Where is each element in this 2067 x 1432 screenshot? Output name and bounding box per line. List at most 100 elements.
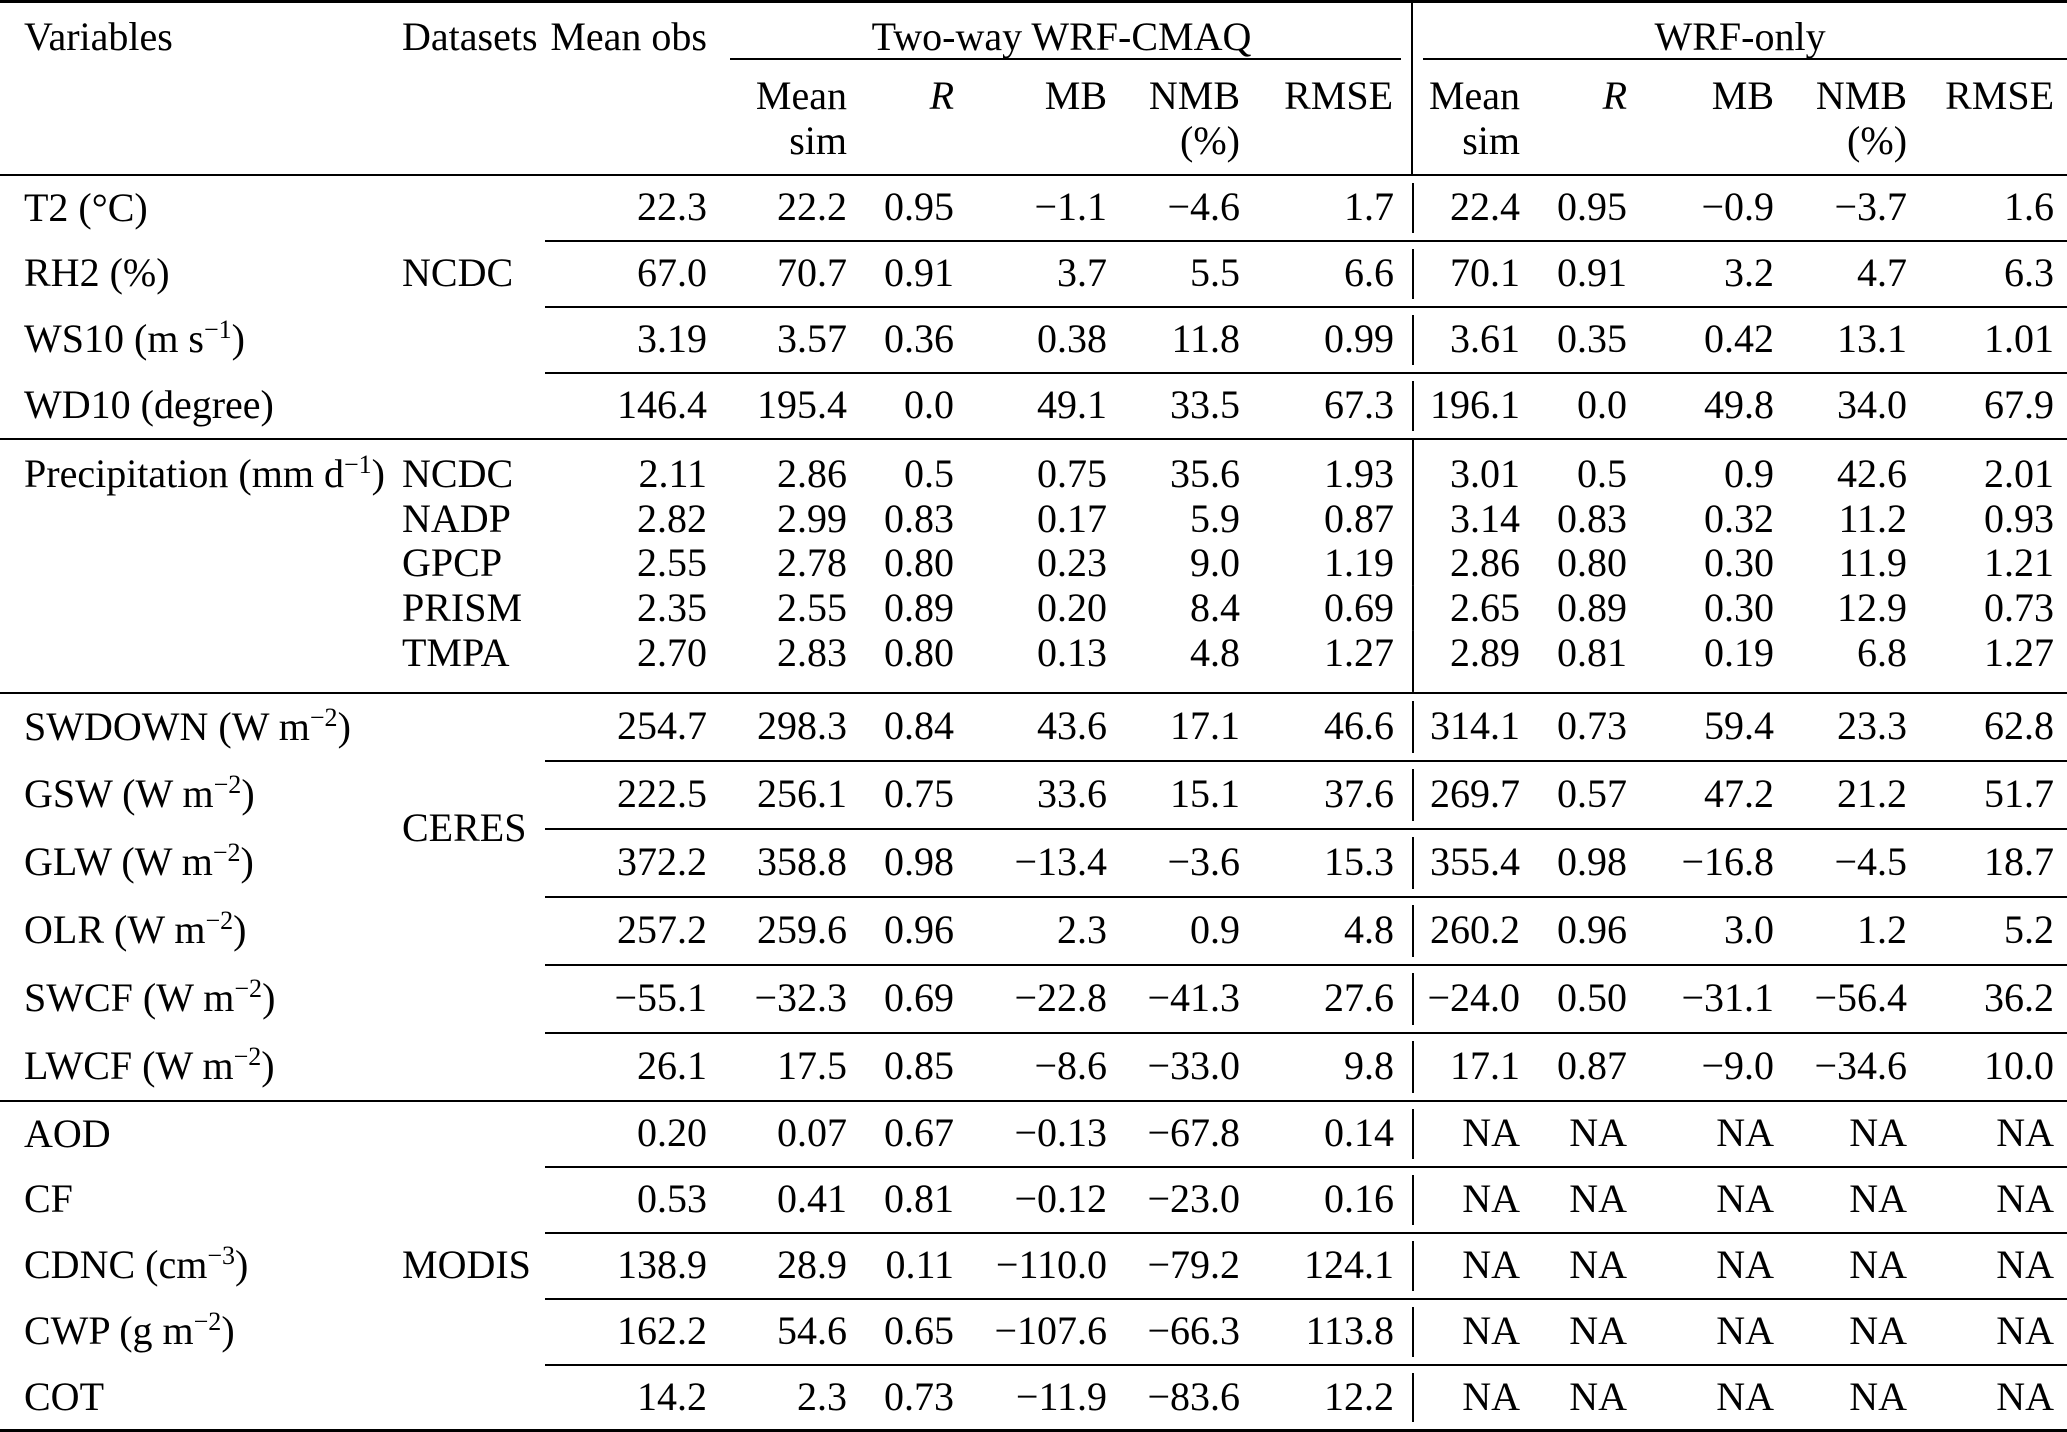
cell-value: −107.6 <box>959 1298 1112 1366</box>
cell-value: −83.6 <box>1147 1374 1240 1420</box>
cell-value: 2.99 <box>777 495 847 541</box>
cell-value: 3.7 <box>959 240 1112 308</box>
cell-value: NA <box>1525 1298 1633 1366</box>
cell-value: 0.65 <box>852 1298 959 1366</box>
cell-variable: GLW (W m−2) <box>24 838 254 885</box>
cell-value: 1.27 <box>1912 630 2067 694</box>
cell-variable: AOD <box>24 1110 111 1156</box>
dataset-label: NCDC <box>402 250 514 296</box>
cell-value: 138.9 <box>545 1232 712 1300</box>
cell-value: 269.7 <box>1412 760 1526 830</box>
table-row: SWCF (W m−2) −55.1 −32.3 0.69 −22.8 −41.3 27.6… <box>0 964 2067 1034</box>
cell-value: NA <box>1412 1298 1526 1366</box>
table-row: WD10 (degree) 146.4 195.4 0.0 49.1 33.5 67.3 19… <box>0 372 2067 440</box>
group-header-twoway-wrf-cmaq: Two-way WRF-CMAQ <box>712 2 1412 60</box>
cell-value: −8.6 <box>959 1032 1112 1102</box>
cell-value: 5.5 <box>1112 240 1245 308</box>
cell-value: 146.4 <box>545 372 712 440</box>
cell-value: 59.4 <box>1632 692 1780 762</box>
cell-dataset <box>380 693 545 761</box>
cell-value: 0.96 <box>1525 896 1633 966</box>
cell-value: 0.95 <box>1525 174 1633 242</box>
cell-value: 21.2 <box>1779 760 1913 830</box>
cell-value: 15.1 <box>1112 760 1245 830</box>
cell-variable: CWP (g m−2) <box>24 1307 235 1354</box>
cell-value: NA <box>1779 1166 1913 1234</box>
cell-value: −0.12 <box>959 1166 1112 1234</box>
cell-value: NA <box>1779 1232 1913 1300</box>
cell-value: 4.8 <box>1245 896 1413 966</box>
cell-value: 12.2 <box>1324 1374 1395 1420</box>
cell-value: 0.30 <box>1704 540 1775 586</box>
cell-value: −4.5 <box>1779 828 1913 898</box>
cell-variable: SWCF (W m−2) <box>24 974 276 1021</box>
cell-value: 0.9 <box>1724 450 1775 496</box>
cell-value: −41.3 <box>1112 964 1245 1034</box>
table-row: GSW (W m−2) 222.5 256.1 0.75 33.6 15.1 37.6 269… <box>0 760 2067 830</box>
cell-value: 0.80 <box>1557 540 1628 586</box>
table-row: GLW (W m−2) CERES 372.2 358.8 0.98 −13.4 −3.6 1… <box>0 806 2067 898</box>
cell-dataset: GPCP <box>380 540 545 586</box>
cell-value: 1.7 <box>1245 174 1413 242</box>
cell-value: 355.4 <box>1412 828 1526 898</box>
cell-value: 0.75 <box>1037 450 1107 496</box>
cell-value: 22.4 <box>1412 174 1526 242</box>
cell-value: NA <box>1632 1298 1780 1366</box>
cell-value: 0.0 <box>852 372 959 440</box>
cell-value: 3.01 <box>1412 438 1526 497</box>
cell-value: 124.1 <box>1245 1232 1413 1300</box>
cell-value: −32.3 <box>712 964 852 1034</box>
table-row: OLR (W m−2) 257.2 259.6 0.96 2.3 0.9 4.8 260.2 0… <box>0 896 2067 966</box>
cell-value: 0.73 <box>1984 585 2055 631</box>
cell-variable: T2 (°C) <box>24 184 148 230</box>
cell-value: 37.6 <box>1245 760 1413 830</box>
cell-value: 0.83 <box>884 495 954 541</box>
cell-value: 3.19 <box>545 306 712 374</box>
header-line: (%) <box>1180 117 1240 163</box>
cell-value: 0.38 <box>959 306 1112 374</box>
table-row: LWCF (W m−2) 26.1 17.5 0.85 −8.6 −33.0 9.8 17.1… <box>0 1032 2067 1102</box>
cell-value: 4.7 <box>1779 240 1913 308</box>
cell-value: 33.6 <box>959 760 1112 830</box>
column-header-r: R <box>1525 59 1633 176</box>
cell-value: 43.6 <box>959 692 1112 762</box>
cell-dataset <box>380 307 545 373</box>
header-row-groups: Variables Datasets Mean obs Two-way WRF-… <box>0 1 2067 176</box>
cell-value: 67.0 <box>545 240 712 308</box>
cell-value: 2.11 <box>638 450 707 496</box>
cell-variable <box>0 497 380 542</box>
cell-value: 14.2 <box>637 1374 707 1420</box>
cell-value: 1.19 <box>1324 540 1395 586</box>
column-header-mean-sim: Mean sim <box>712 59 852 176</box>
cell-value: 49.8 <box>1632 372 1780 440</box>
cell-value: 257.2 <box>545 896 712 966</box>
cell-value: 2.65 <box>1412 585 1526 631</box>
cell-variable: OLR (W m−2) <box>24 906 247 953</box>
cell-value: 1.27 <box>1245 630 1413 694</box>
cell-value: 5.9 <box>1190 495 1240 541</box>
column-header-nmb: NMB (%) <box>1112 59 1245 176</box>
cell-value: 0.17 <box>1037 495 1107 541</box>
cell-value: NA <box>1779 1100 1913 1168</box>
cell-value: 0.89 <box>1557 585 1628 631</box>
cell-value: 0.16 <box>1245 1166 1413 1234</box>
cell-value: 0.19 <box>1632 630 1780 694</box>
cell-value: 0.91 <box>852 240 959 308</box>
cell-value: NA <box>1912 1232 2067 1300</box>
cell-value: 2.82 <box>637 495 707 541</box>
cell-value: NA <box>1849 1374 1908 1420</box>
cell-value: 26.1 <box>545 1032 712 1102</box>
cell-value: 3.2 <box>1632 240 1780 308</box>
cell-variable <box>0 586 380 631</box>
cell-variable: CF <box>24 1176 73 1222</box>
cell-value: 0.5 <box>904 450 954 496</box>
cell-value: 0.53 <box>545 1166 712 1234</box>
header-line: sim <box>1462 117 1521 163</box>
cell-value: 0.13 <box>959 630 1112 694</box>
dataset-label: GPCP <box>402 540 503 586</box>
cell-value: 2.83 <box>712 630 852 694</box>
cell-value: 6.8 <box>1779 630 1913 694</box>
cell-value: 0.73 <box>884 1374 954 1420</box>
cell-value: 196.1 <box>1412 372 1526 440</box>
cell-variable <box>0 630 380 694</box>
